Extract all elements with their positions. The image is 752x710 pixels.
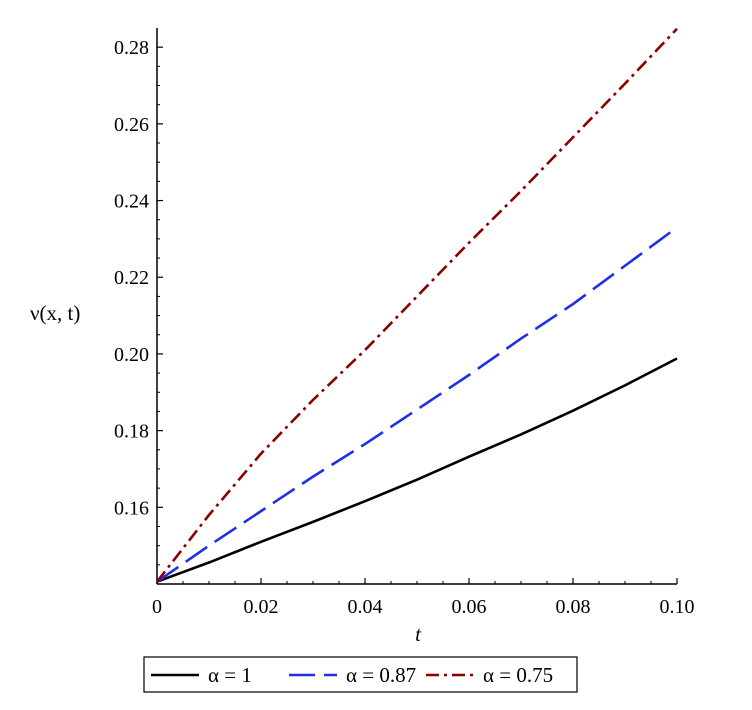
series-line-1 [156,357,678,583]
x-ticks: 0 0.02 0.04 0.06 0.08 0.10 [152,578,695,618]
y-tick-label: 0.18 [114,421,149,443]
y-tick-label: 0.24 [114,191,149,213]
x-tick-label: 0 [152,596,162,618]
y-tick-label: 0.22 [114,267,149,289]
y-tick-label: 0.16 [114,497,149,519]
y-axis-label: ν(x, t) [30,301,80,325]
x-tick-label: 0.04 [348,596,383,618]
legend-items: α = 1 α = 0.87 α = 0.75 [151,663,553,687]
series-lines [155,27,678,583]
x-axis-label: t [415,622,422,646]
series-line-3 [155,27,678,583]
axes [156,28,677,585]
y-tick-label: 0.20 [114,344,149,366]
x-tick-label: 0.06 [452,596,487,618]
legend: α = 1 α = 0.87 α = 0.75 [143,656,578,693]
y-tick-label: 0.26 [114,114,149,136]
x-tick-label: 0.10 [660,596,695,618]
legend-box [143,656,578,693]
y-tick-label: 0.28 [114,37,149,59]
legend-label-3: α = 0.75 [483,663,553,687]
x-tick-label: 0.08 [556,596,591,618]
legend-label-1: α = 1 [208,663,252,687]
y-ticks: 0.16 0.18 0.20 0.22 0.24 0.26 0.28 [114,37,163,566]
series-line-2 [156,226,678,583]
x-tick-label: 0.02 [244,596,279,618]
legend-label-2: α = 0.87 [346,663,416,687]
